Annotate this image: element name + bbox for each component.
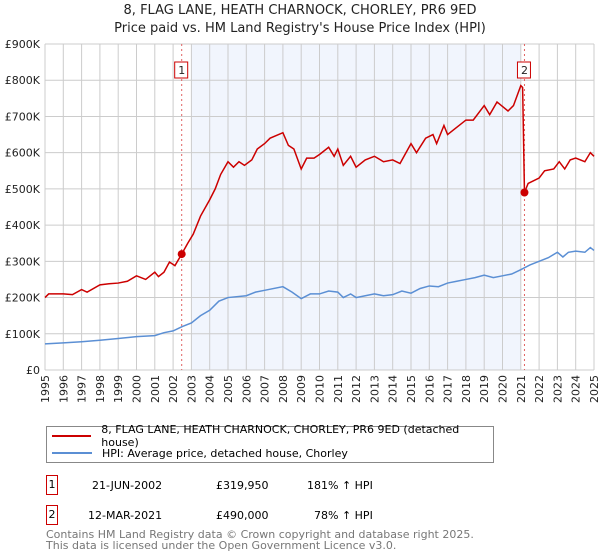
legend-swatch-blue — [52, 452, 92, 454]
sale-row-1: 1 21-JUN-2002 £319,950 181% ↑ HPI — [46, 475, 446, 495]
sale-hpi-change: 181% ↑ HPI — [307, 479, 373, 492]
y-tick-label: £200K — [5, 292, 41, 305]
footer-copyright: Contains HM Land Registry data © Crown c… — [46, 528, 474, 541]
sale-marker-box — [174, 61, 189, 79]
sale-point — [177, 250, 186, 259]
x-tick-label: 2025 — [588, 375, 600, 403]
x-tick-label: 1997 — [76, 375, 89, 403]
y-tick-label: £500K — [5, 183, 41, 196]
x-tick-label: 2000 — [131, 375, 144, 403]
x-tick-label: 2015 — [405, 375, 418, 403]
legend-swatch-red — [52, 435, 92, 437]
sale-price: £490,000 — [216, 509, 269, 522]
x-tick-label: 2012 — [350, 375, 363, 403]
plot-area: 1995 1996 1997 1998 1999 2000 2001 2002 2003 2004… — [5, 38, 600, 403]
y-tick-label: £800K — [5, 74, 41, 87]
x-tick-label: 2024 — [570, 375, 583, 403]
x-tick-label: 2010 — [314, 375, 327, 403]
x-tick-label: 2023 — [551, 375, 564, 403]
sale-hpi-change: 78% ↑ HPI — [314, 509, 373, 522]
sale-marker-label: 2 — [521, 64, 528, 77]
hpi-line — [44, 246, 595, 345]
x-tick-label: 2019 — [478, 375, 491, 403]
x-tick-label: 2009 — [295, 375, 308, 403]
sale-badge: 1 — [46, 475, 58, 495]
y-tick-label: £600K — [5, 147, 41, 160]
x-tick-label: 2004 — [204, 375, 217, 403]
x-tick-label: 2014 — [387, 375, 400, 403]
x-tick-label: 2021 — [515, 375, 528, 403]
property-price-line — [44, 84, 595, 299]
x-tick-label: 2013 — [368, 375, 381, 403]
x-tick-label: 2020 — [497, 375, 510, 403]
y-tick-label: £0 — [26, 364, 40, 377]
sale-date: 21-JUN-2002 — [92, 479, 163, 492]
y-tick-label: £700K — [5, 110, 41, 123]
x-tick-label: 2008 — [277, 375, 290, 403]
legend-label: 8, FLAG LANE, HEATH CHARNOCK, CHORLEY, P… — [101, 423, 460, 449]
x-tick-label: 2003 — [185, 375, 198, 403]
sale-point — [520, 188, 529, 197]
sale-date: 12-MAR-2021 — [88, 509, 163, 522]
x-tick-label: 1996 — [57, 375, 70, 403]
x-tick-label: 2018 — [460, 375, 473, 403]
footer-licence: This data is licensed under the Open Gov… — [46, 539, 397, 552]
legend: 8, FLAG LANE, HEATH CHARNOCK, CHORLEY, P… — [46, 423, 494, 463]
legend-item-hpi: HPI: Average price, detached house, Chor… — [52, 445, 348, 461]
sale-badge: 2 — [46, 505, 58, 525]
legend-label: HPI: Average price, detached house, Chor… — [102, 446, 348, 460]
x-tick-label: 1995 — [39, 375, 52, 403]
x-tick-label: 2005 — [222, 375, 235, 403]
sale-price: £319,950 — [216, 479, 269, 492]
y-tick-label: £100K — [5, 328, 41, 341]
x-tick-label: 2017 — [442, 375, 455, 403]
x-tick-label: 2022 — [533, 375, 546, 403]
legend-item-property: 8, FLAG LANE, HEATH CHARNOCK, CHORLEY, P… — [52, 423, 493, 449]
chart-title: 8, FLAG LANE, HEATH CHARNOCK, CHORLEY, P… — [123, 3, 477, 18]
x-tick-label: 2001 — [149, 375, 162, 403]
x-tick-label: 2007 — [259, 375, 272, 403]
sale-marker-label: 1 — [178, 64, 185, 77]
sale-row-2: 2 12-MAR-2021 £490,000 78% ↑ HPI — [46, 505, 446, 525]
y-tick-label: £900K — [5, 38, 41, 51]
x-tick-label: 1998 — [94, 375, 107, 403]
chart-subtitle: Price paid vs. HM Land Registry's House … — [114, 21, 486, 36]
x-tick-label: 2011 — [332, 375, 345, 403]
x-tick-label: 2006 — [240, 375, 253, 403]
x-tick-label: 2016 — [423, 375, 436, 403]
x-tick-label: 1999 — [112, 375, 125, 403]
sale-marker-box — [516, 61, 531, 79]
y-tick-label: £400K — [5, 219, 41, 232]
y-tick-label: £300K — [5, 255, 41, 268]
x-tick-label: 2002 — [167, 375, 180, 403]
